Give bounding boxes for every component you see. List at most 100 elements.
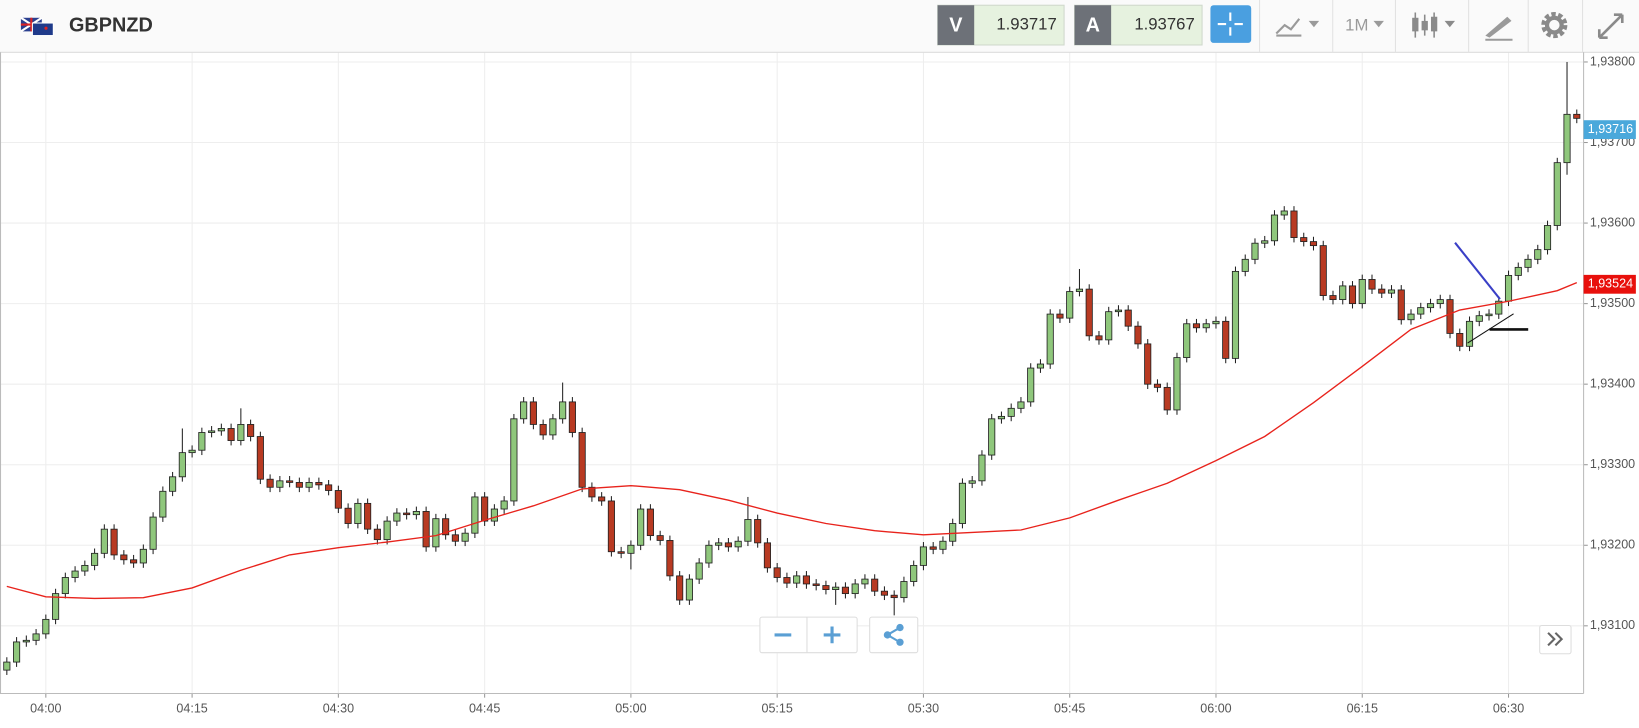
candle-body xyxy=(978,454,986,482)
x-tick-label: 06:30 xyxy=(1493,701,1524,715)
candle-body xyxy=(1290,210,1298,238)
scroll-right-button[interactable] xyxy=(1539,624,1572,655)
sell-label[interactable]: V xyxy=(949,14,963,36)
candle-body xyxy=(724,542,732,548)
candle-body xyxy=(1202,323,1210,329)
candle-body xyxy=(22,639,30,643)
flag-icon xyxy=(20,16,54,37)
drawn-trend-line[interactable] xyxy=(1454,242,1501,300)
candle-body xyxy=(676,575,684,601)
candle-icon[interactable] xyxy=(1421,20,1428,31)
zoom-group xyxy=(759,616,858,654)
candle-body xyxy=(851,583,859,595)
y-tick-label: 1,93800 xyxy=(1590,54,1635,68)
candle-body xyxy=(237,424,245,441)
chart-type-button[interactable] xyxy=(1275,18,1320,37)
dropdown-arrow[interactable] xyxy=(1373,20,1384,28)
candle-body xyxy=(559,401,567,420)
drawn-trend-line[interactable] xyxy=(1467,313,1514,344)
candle-body xyxy=(832,586,840,590)
share-button[interactable] xyxy=(869,616,919,654)
gear-teeth[interactable] xyxy=(1541,12,1568,39)
candle-body xyxy=(169,476,177,492)
candle-icon[interactable] xyxy=(1412,17,1419,32)
candle-body xyxy=(627,544,635,554)
candle-body xyxy=(1036,363,1045,369)
y-tick-label: 1,93300 xyxy=(1590,457,1635,471)
candle-body xyxy=(461,532,469,542)
candle-body xyxy=(227,428,235,441)
sell-label-box[interactable] xyxy=(937,5,975,45)
buy-price[interactable]: 1.93767 xyxy=(1134,15,1194,34)
candle-body xyxy=(1153,383,1162,388)
candle-body xyxy=(500,500,508,510)
share-icon[interactable] xyxy=(883,623,904,646)
scroll-right-box[interactable] xyxy=(1539,624,1572,655)
candle-body xyxy=(1173,357,1181,411)
candle-body xyxy=(588,486,596,498)
sell-price[interactable]: 1.93717 xyxy=(996,15,1056,34)
candle-body xyxy=(256,436,264,480)
candle-body xyxy=(910,564,918,582)
sell-button[interactable]: V 1.93717 xyxy=(937,4,1065,46)
candle-body xyxy=(1436,299,1444,305)
candle-body xyxy=(1017,401,1025,409)
candle-body xyxy=(373,528,381,541)
candle-body xyxy=(871,578,879,592)
buy-label-box[interactable] xyxy=(1074,5,1112,45)
buy-label[interactable]: A xyxy=(1086,14,1100,36)
candle-body xyxy=(139,548,147,564)
y-tick-label: 1,93100 xyxy=(1590,618,1635,632)
candle-body xyxy=(325,484,333,491)
candle-body xyxy=(1465,320,1474,347)
candle-body xyxy=(198,432,206,451)
buy-button[interactable]: A 1.93767 xyxy=(1074,4,1203,46)
flag-star xyxy=(44,26,48,30)
x-tick-label: 04:30 xyxy=(323,701,354,715)
candle-body xyxy=(1056,313,1064,319)
double-chevron[interactable] xyxy=(1547,632,1564,647)
candle-icon[interactable] xyxy=(1430,16,1438,32)
candle-body xyxy=(919,546,927,566)
x-tick-label: 05:30 xyxy=(908,701,939,715)
candle-body xyxy=(305,482,313,488)
settings-button[interactable] xyxy=(1541,12,1568,39)
zoom-in-button[interactable] xyxy=(823,626,841,644)
y-tick-label: 1,93200 xyxy=(1590,538,1635,552)
candle-body xyxy=(354,502,362,524)
candle-body xyxy=(1300,237,1308,243)
price-label-box xyxy=(1583,120,1636,140)
candle-body xyxy=(1222,320,1230,359)
x-tick-label: 04:15 xyxy=(176,701,207,715)
crosshair-button[interactable] xyxy=(1210,5,1252,43)
crosshair-icon[interactable] xyxy=(1217,12,1243,36)
candle-body xyxy=(315,482,323,486)
candle-body xyxy=(295,482,303,488)
timeframe-button[interactable]: 1M xyxy=(1345,16,1384,35)
dropdown-arrow[interactable] xyxy=(1308,20,1320,28)
candle-body xyxy=(432,518,440,548)
draw-button[interactable] xyxy=(1485,16,1513,41)
pencil-icon[interactable] xyxy=(1485,16,1512,38)
timeframe[interactable]: 1M xyxy=(1345,16,1368,35)
candle-body xyxy=(383,520,391,541)
candle-body xyxy=(1524,258,1532,268)
candle-style-button[interactable] xyxy=(1412,12,1456,38)
candle-body xyxy=(949,523,957,542)
candle-body xyxy=(1358,279,1366,305)
crosshair-box[interactable] xyxy=(1210,5,1252,43)
candle-body xyxy=(705,544,713,564)
candle-body xyxy=(1563,113,1571,164)
dropdown-arrow[interactable] xyxy=(1444,20,1456,28)
fullscreen-button[interactable] xyxy=(1597,13,1624,39)
line-icon[interactable] xyxy=(1275,18,1301,35)
candle-body xyxy=(763,542,771,569)
candle-body xyxy=(1417,307,1425,315)
expand-icon[interactable] xyxy=(1597,13,1624,39)
x-tick-label: 04:45 xyxy=(469,701,500,715)
gear-ring[interactable] xyxy=(1544,15,1564,35)
candle-body xyxy=(1543,225,1552,251)
price-label: 1,93524 xyxy=(1588,277,1633,291)
share-lines[interactable] xyxy=(885,626,901,644)
